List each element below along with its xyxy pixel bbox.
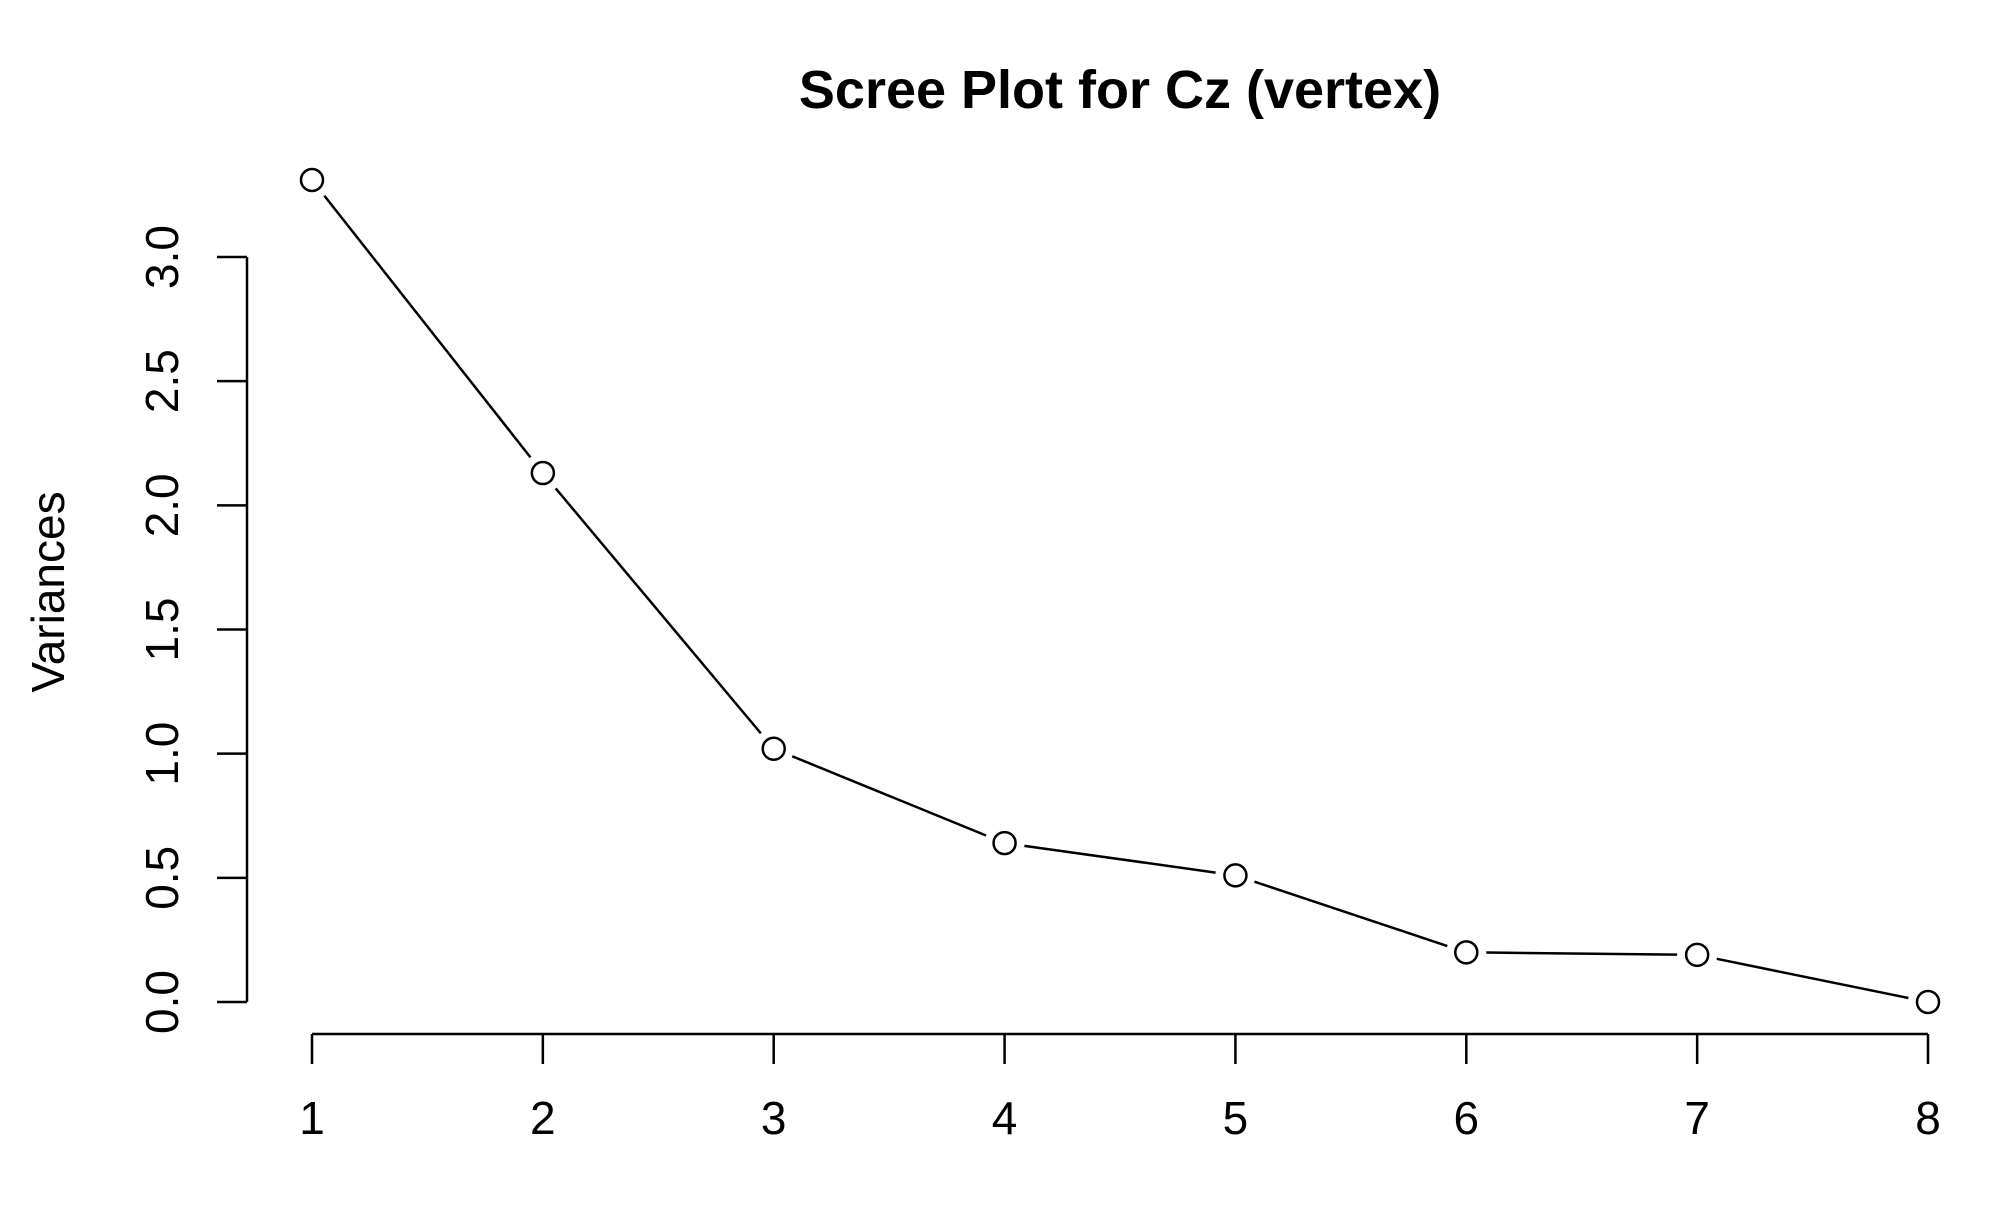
y-tick-label: 0.0: [136, 970, 188, 1034]
x-tick-label: 5: [1223, 1092, 1249, 1144]
x-tick-label: 7: [1684, 1092, 1710, 1144]
y-tick-label: 1.0: [136, 722, 188, 786]
series-layer: [299, 167, 1941, 1015]
series-line-segment: [1716, 957, 1909, 1000]
x-axis: 1 2 3 4 5 6 7 8: [299, 1032, 1941, 1144]
data-point: [299, 167, 325, 193]
data-point: [1684, 942, 1710, 968]
y-axis: 0.0 0.5 1.0 1.5 2.0 2.5 3.0: [136, 225, 249, 1034]
series-line-segment: [323, 194, 532, 459]
data-point: [761, 736, 786, 761]
x-tick-label: 1: [299, 1092, 325, 1144]
data-point: [1223, 863, 1248, 888]
series-line-segment: [791, 755, 987, 837]
x-tick-label: 4: [992, 1092, 1018, 1144]
y-axis-label: Variances: [22, 491, 74, 692]
y-tick-label: 1.5: [136, 598, 188, 662]
x-tick-label: 8: [1915, 1092, 1941, 1144]
data-point: [1454, 940, 1479, 965]
y-tick-label: 0.5: [136, 846, 188, 910]
series-line-segment: [1254, 880, 1448, 948]
x-tick-label: 2: [530, 1092, 556, 1144]
y-tick-label: 2.5: [136, 349, 188, 413]
x-tick-label: 3: [761, 1092, 787, 1144]
y-tick-label: 3.0: [136, 225, 188, 289]
chart-title: Scree Plot for Cz (vertex): [799, 60, 1441, 120]
data-point: [530, 460, 556, 486]
data-point: [1915, 989, 1941, 1015]
series-line-segment: [1024, 844, 1216, 874]
series-line-segment: [554, 487, 762, 735]
x-tick-label: 6: [1453, 1092, 1479, 1144]
data-point: [992, 830, 1017, 856]
series-line-segment: [1486, 951, 1678, 956]
y-tick-label: 2.0: [136, 473, 188, 537]
